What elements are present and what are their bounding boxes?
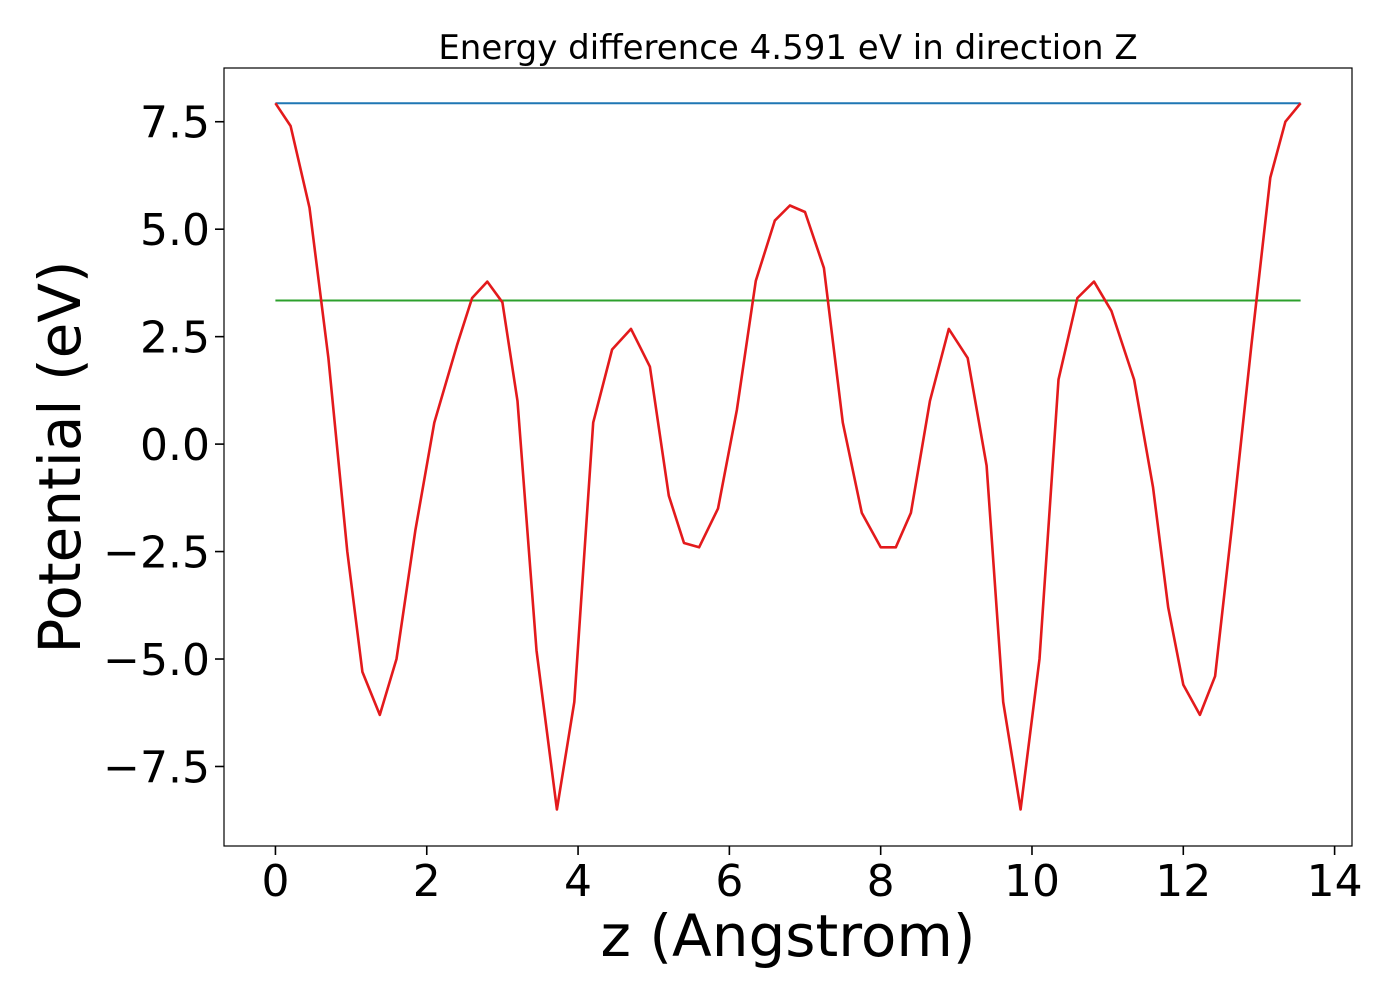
- plot-area: [274, 102, 1302, 811]
- series-line-2: [274, 102, 1302, 811]
- y-tick-label-4: −2.5: [103, 528, 210, 579]
- x-tick-label-2: 4: [564, 856, 592, 907]
- y-tick-label-5: −5.0: [103, 635, 210, 686]
- y-tick-label-0: 7.5: [140, 98, 210, 149]
- x-tick-label-3: 6: [715, 856, 743, 907]
- x-tick-label-4: 8: [867, 856, 895, 907]
- x-axis-label: z (Angstrom): [601, 902, 976, 970]
- x-tick-label-1: 2: [413, 856, 441, 907]
- x-tick-label-5: 10: [1004, 856, 1060, 907]
- y-tick-label-1: 5.0: [140, 205, 210, 256]
- y-tick-label-6: −7.5: [103, 742, 210, 793]
- x-axis: 0 2 4 6 8 10 12 14: [261, 846, 1363, 907]
- y-tick-label-2: 2.5: [140, 313, 210, 364]
- x-tick-label-0: 0: [261, 856, 289, 907]
- y-axis: 7.5 5.0 2.5 0.0 −2.5 −5.0 −7.5: [103, 98, 224, 793]
- y-axis-label: Potential (eV): [26, 260, 94, 653]
- x-tick-label-6: 12: [1155, 856, 1211, 907]
- chart-title: Energy difference 4.591 eV in direction …: [438, 28, 1137, 68]
- axes-frame: [223, 67, 1353, 847]
- x-tick-label-7: 14: [1307, 856, 1363, 907]
- y-tick-label-3: 0.0: [140, 420, 210, 471]
